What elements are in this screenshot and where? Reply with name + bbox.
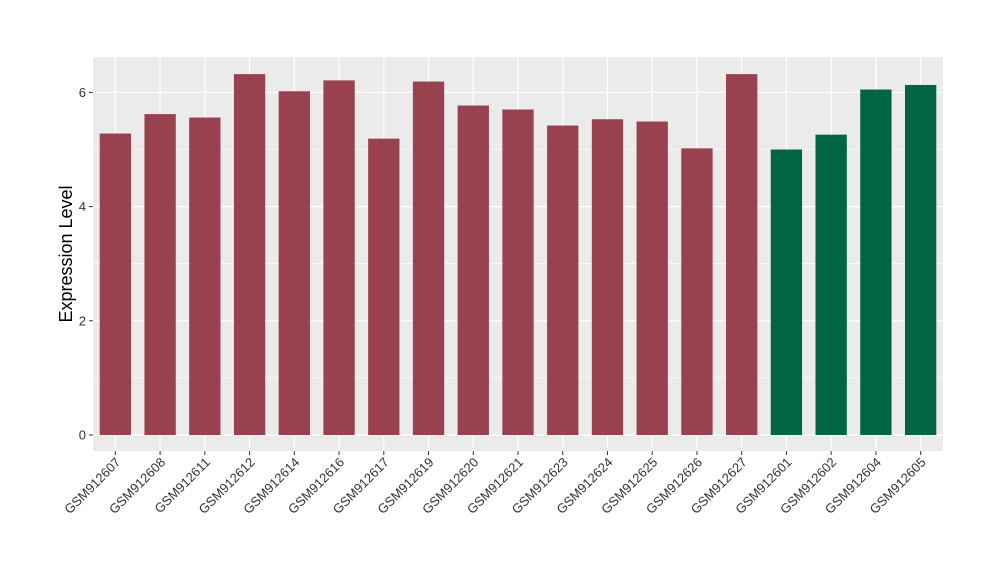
bar-GSM912624: [591, 119, 624, 436]
bar-GSM912619: [412, 81, 445, 436]
bar-GSM912608: [144, 114, 176, 436]
bar-GSM912604: [860, 89, 892, 436]
bar-GSM912625: [636, 121, 668, 436]
y-tick-label: 6: [79, 85, 86, 100]
y-tick-label: 2: [79, 313, 86, 328]
bars: [99, 74, 937, 436]
bar-GSM912607: [99, 133, 132, 436]
bar-GSM912602: [815, 134, 847, 436]
x-axis-ticks: GSM912607GSM912608GSM912611GSM912612GSM9…: [61, 451, 929, 517]
bar-GSM912611: [189, 117, 221, 436]
bar-GSM912620: [457, 105, 489, 436]
bar-GSM912614: [278, 91, 310, 436]
bar-GSM912626: [681, 148, 713, 436]
y-tick-label: 4: [79, 199, 86, 214]
bar-GSM912621: [502, 109, 534, 436]
bar-GSM912616: [323, 80, 355, 436]
bar-GSM912612: [233, 74, 266, 436]
bar-GSM912627: [726, 74, 758, 436]
bar-GSM912601: [770, 149, 803, 436]
y-axis-ticks: 0 2 4 6: [79, 85, 93, 443]
bar-GSM912623: [547, 125, 579, 436]
bar-GSM912617: [368, 138, 400, 436]
y-tick-label: 0: [79, 428, 86, 443]
y-axis-title: Expression Level: [56, 185, 76, 322]
bar-GSM912605: [904, 84, 937, 436]
